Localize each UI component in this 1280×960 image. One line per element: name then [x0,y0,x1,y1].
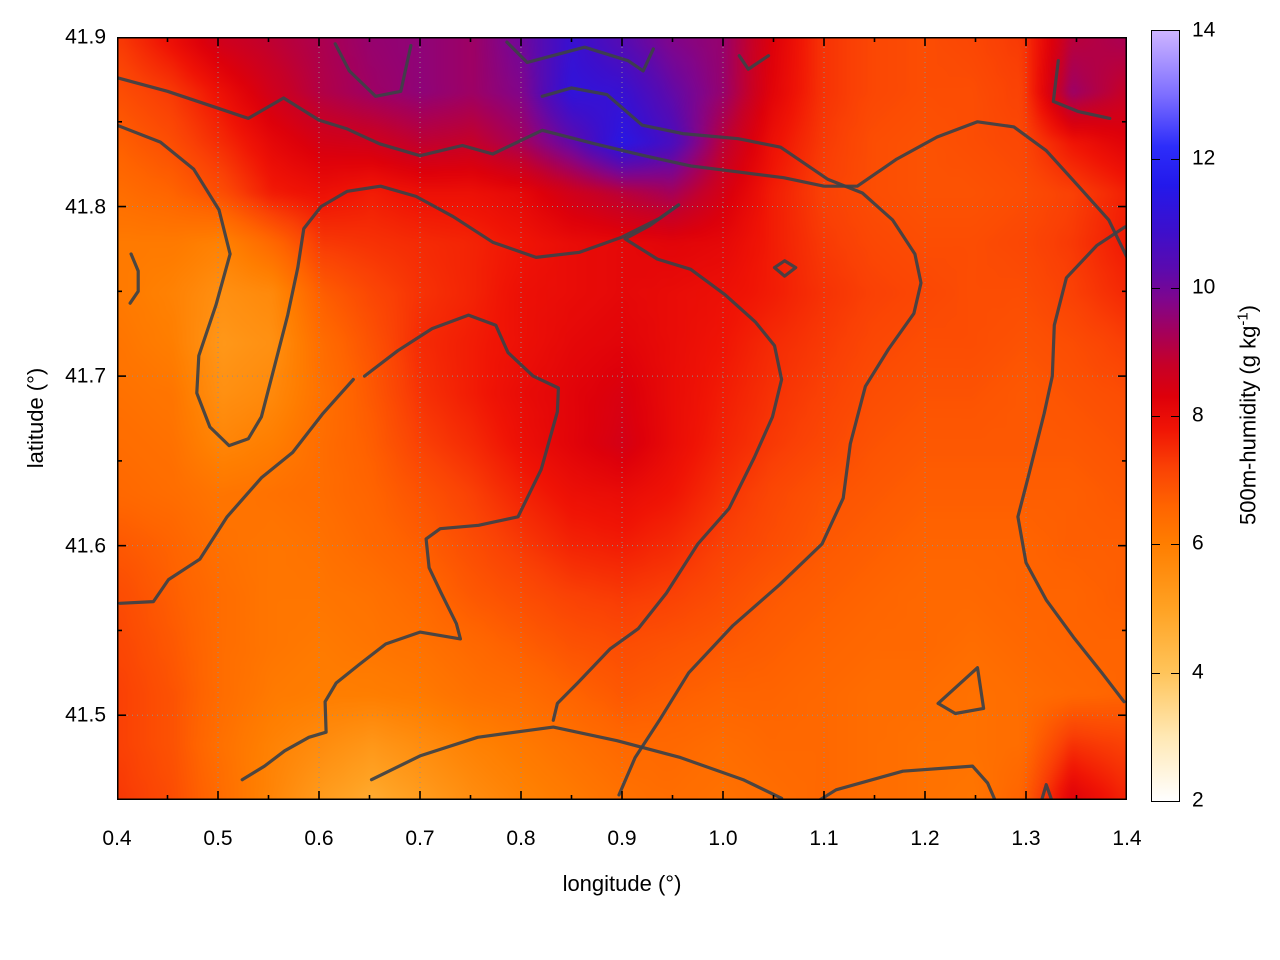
colorbar-tick-label: 10 [1192,275,1216,299]
colorbar-label: 500m-humidity (g kg-1) [1234,305,1261,525]
x-tick-label: 1.1 [809,827,839,850]
colorbar-tick [1152,287,1160,289]
x-tick-label: 0.5 [203,827,233,850]
x-tick-label: 0.9 [607,827,637,850]
colorbar-tick-label: 14 [1192,18,1216,42]
y-tick-label: 41.8 [65,195,106,219]
y-tick-label: 41.9 [65,25,106,49]
x-tick-label: 0.7 [405,827,435,850]
x-tick-label: 1.4 [1112,827,1142,850]
colorbar-tick [1152,159,1160,161]
colorbar-tick [1171,544,1179,546]
colorbar-tick-label: 8 [1192,403,1204,427]
x-axis-label: longitude (°) [562,871,682,896]
y-tick-label: 41.5 [65,703,106,727]
colorbar-tick-label: 4 [1192,660,1204,684]
colorbar-tick [1171,159,1179,161]
colorbar-tick-label: 2 [1192,788,1204,812]
colorbar-tick-label: 12 [1192,146,1216,170]
colorbar-tick [1152,672,1160,674]
colorbar-tick [1152,544,1160,546]
x-tick-label: 1.2 [910,827,940,850]
y-axis-label: latitude (°) [23,367,48,469]
y-tick-label: 41.7 [65,364,106,388]
x-tick-label: 1.0 [708,827,738,850]
colorbar-tick-label: 6 [1192,531,1204,555]
plot-area [117,37,1127,800]
colorbar [1151,30,1180,802]
y-tick-label: 41.6 [65,534,106,558]
x-tick-label: 1.3 [1011,827,1041,850]
colorbar-tick [1171,287,1179,289]
colorbar-tick [1171,416,1179,417]
x-tick-label: 0.4 [102,827,132,850]
contour-overlay [117,37,1127,800]
colorbar-tick [1171,672,1179,674]
x-tick-label: 0.8 [506,827,536,850]
x-tick-label: 0.6 [304,827,334,850]
colorbar-tick [1152,416,1160,417]
